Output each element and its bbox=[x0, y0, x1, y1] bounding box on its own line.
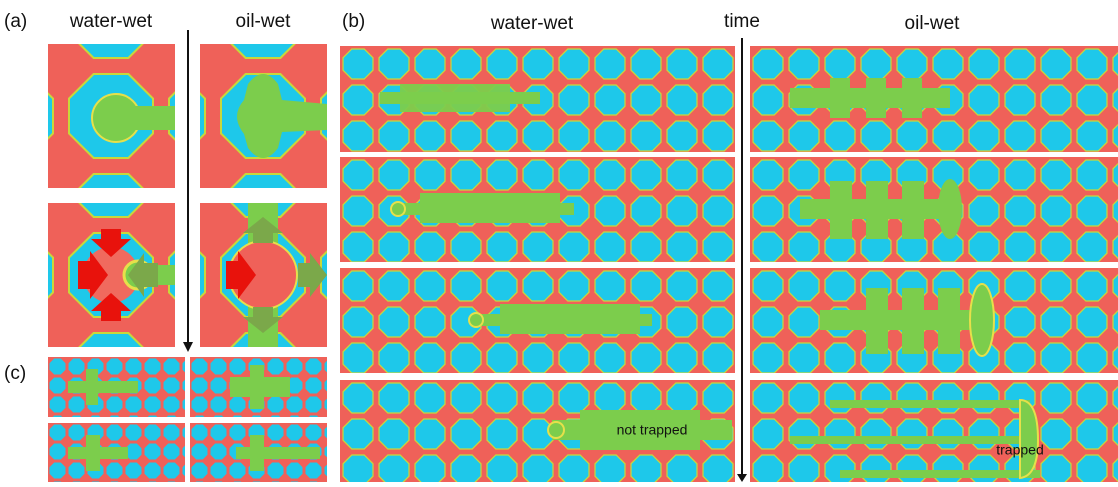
pore-image bbox=[200, 203, 327, 347]
label: (a) bbox=[4, 11, 27, 32]
pore-image bbox=[48, 44, 175, 188]
shape bbox=[938, 179, 962, 239]
image bbox=[48, 357, 185, 417]
label: (c) bbox=[4, 363, 26, 384]
pore-image bbox=[750, 157, 1118, 262]
shape bbox=[391, 202, 405, 216]
label: (b) bbox=[342, 11, 365, 32]
image bbox=[48, 423, 185, 482]
image bbox=[190, 423, 327, 482]
arrow-head bbox=[183, 342, 193, 352]
page: (a) water-wet oil-wet (b) water-wet time… bbox=[0, 0, 1118, 487]
label: time bbox=[724, 11, 760, 32]
shape bbox=[420, 193, 560, 223]
pore-image bbox=[340, 157, 735, 262]
shape bbox=[500, 304, 640, 334]
label: oil-wet bbox=[905, 13, 961, 34]
shape bbox=[750, 380, 1118, 482]
label: water-wet bbox=[490, 13, 574, 34]
arrow-head bbox=[737, 474, 747, 482]
shape bbox=[128, 106, 175, 130]
shape bbox=[548, 422, 564, 438]
pore-image bbox=[750, 380, 1118, 482]
pore-image bbox=[750, 268, 1118, 373]
shape bbox=[400, 84, 510, 112]
image bbox=[190, 357, 327, 417]
shape bbox=[970, 284, 994, 356]
label: oil-wet bbox=[236, 11, 292, 32]
label: water-wet bbox=[69, 11, 153, 32]
pore-image bbox=[200, 44, 327, 188]
pore-image bbox=[340, 268, 735, 373]
pore-image bbox=[750, 46, 1118, 152]
pore-image bbox=[340, 46, 735, 152]
label: not trapped bbox=[617, 422, 688, 438]
pore-image bbox=[48, 203, 175, 347]
shape bbox=[469, 313, 483, 327]
figure: (a) water-wet oil-wet (b) water-wet time… bbox=[0, 0, 1118, 482]
panel-c bbox=[48, 357, 327, 482]
label: trapped bbox=[996, 442, 1043, 458]
